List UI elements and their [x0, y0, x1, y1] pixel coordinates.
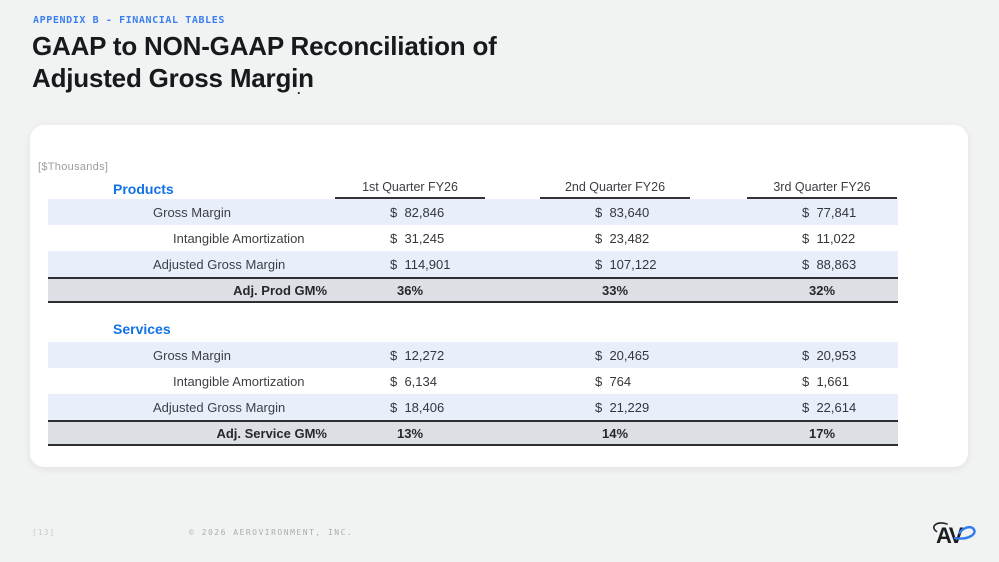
title-period-dot: .	[297, 82, 301, 97]
table-row: Intangible Amortization $ 31,245 $ 23,482 $…	[48, 225, 898, 251]
column-header: 1st Quarter FY26	[335, 180, 485, 199]
percent-cell: 32%	[747, 283, 898, 298]
table-row: Intangible Amortization $ 6,134 $ 764 $ 1,6…	[48, 368, 898, 394]
page-title-line2: Adjusted Gross Margin	[32, 63, 314, 93]
column-header: 3rd Quarter FY26	[747, 180, 897, 199]
percent-cell: 36%	[335, 283, 540, 298]
row-label: Intangible Amortization	[173, 373, 305, 389]
section-spacer	[48, 303, 898, 317]
table-row: Adjusted Gross Margin $ 114,901 $ 107,122 $…	[48, 251, 898, 277]
total-row: Adj. Prod GM% 36% 33% 32%	[48, 277, 898, 303]
value-cell: $ 1,661	[802, 373, 849, 389]
row-label: Gross Margin	[153, 204, 232, 220]
value-cell: $ 83,640	[595, 204, 650, 220]
page-title-line1: GAAP to NON-GAAP Reconciliation of	[32, 31, 497, 61]
total-label: Adj. Prod GM%	[233, 282, 327, 298]
percent-value: 14%	[601, 425, 629, 441]
value-cell: $ 114,901	[390, 256, 451, 272]
column-header: 2nd Quarter FY26	[540, 180, 690, 199]
table-row: Gross Margin $ 82,846 $ 83,640 $ 77,841	[48, 199, 898, 225]
table-row: Gross Margin $ 12,272 $ 20,465 $ 20,953	[48, 342, 898, 368]
aerovironment-logo-icon: AV	[933, 522, 976, 548]
percent-value: 17%	[808, 425, 836, 441]
section-title-services: Services	[113, 320, 171, 337]
percent-cell: 17%	[747, 426, 898, 441]
percent-cell: 33%	[540, 283, 747, 298]
percent-value: 36%	[396, 282, 424, 298]
value-cell: $ 21,229	[595, 399, 650, 415]
units-label: [$Thousands]	[38, 161, 109, 173]
total-row: Adj. Service GM% 13% 14% 17%	[48, 420, 898, 446]
value-cell: $ 23,482	[595, 230, 650, 246]
value-cell: $ 20,465	[595, 347, 650, 363]
page-number: [13]	[32, 528, 56, 537]
copyright-text: © 2026 AEROVIRONMENT, INC.	[189, 528, 354, 537]
value-cell: $ 6,134	[390, 373, 437, 389]
percent-cell: 13%	[335, 426, 540, 441]
financial-table-card: [$Thousands] Products 1st Quarter FY26 2nd…	[30, 125, 968, 467]
logo-letters: AV	[936, 523, 964, 548]
value-cell: $ 12,272	[390, 347, 445, 363]
section-header-row: Services	[48, 317, 898, 342]
row-label: Gross Margin	[153, 347, 232, 363]
percent-value: 13%	[396, 425, 424, 441]
value-cell: $ 11,022	[802, 230, 856, 246]
value-cell: $ 18,406	[390, 399, 445, 415]
value-cell: $ 22,614	[802, 399, 857, 415]
row-label: Intangible Amortization	[173, 230, 305, 246]
value-cell: $ 31,245	[390, 230, 445, 246]
column-header-cell: 2nd Quarter FY26	[540, 179, 747, 199]
section-header-row: Products 1st Quarter FY26 2nd Quarter FY26…	[48, 178, 898, 199]
reconciliation-table: Products 1st Quarter FY26 2nd Quarter FY26…	[48, 178, 898, 446]
row-label: Adjusted Gross Margin	[153, 399, 286, 415]
percent-value: 32%	[808, 282, 836, 298]
value-cell: $ 764	[595, 373, 632, 389]
value-cell: $ 77,841	[802, 204, 857, 220]
value-cell: $ 107,122	[595, 256, 657, 272]
value-cell: $ 88,863	[802, 256, 857, 272]
column-header-cell: 3rd Quarter FY26	[747, 179, 898, 199]
page-title: GAAP to NON-GAAP Reconciliation of Adjust…	[32, 30, 497, 94]
value-cell: $ 82,846	[390, 204, 445, 220]
row-label: Adjusted Gross Margin	[153, 256, 286, 272]
section-title-products: Products	[113, 181, 174, 197]
percent-cell: 14%	[540, 426, 747, 441]
column-header-cell: 1st Quarter FY26	[335, 179, 540, 199]
percent-value: 33%	[601, 282, 629, 298]
table-row: Adjusted Gross Margin $ 18,406 $ 21,229 $ 2…	[48, 394, 898, 420]
appendix-kicker: APPENDIX B - FINANCIAL TABLES	[33, 15, 225, 26]
value-cell: $ 20,953	[802, 347, 857, 363]
total-label: Adj. Service GM%	[216, 425, 327, 441]
